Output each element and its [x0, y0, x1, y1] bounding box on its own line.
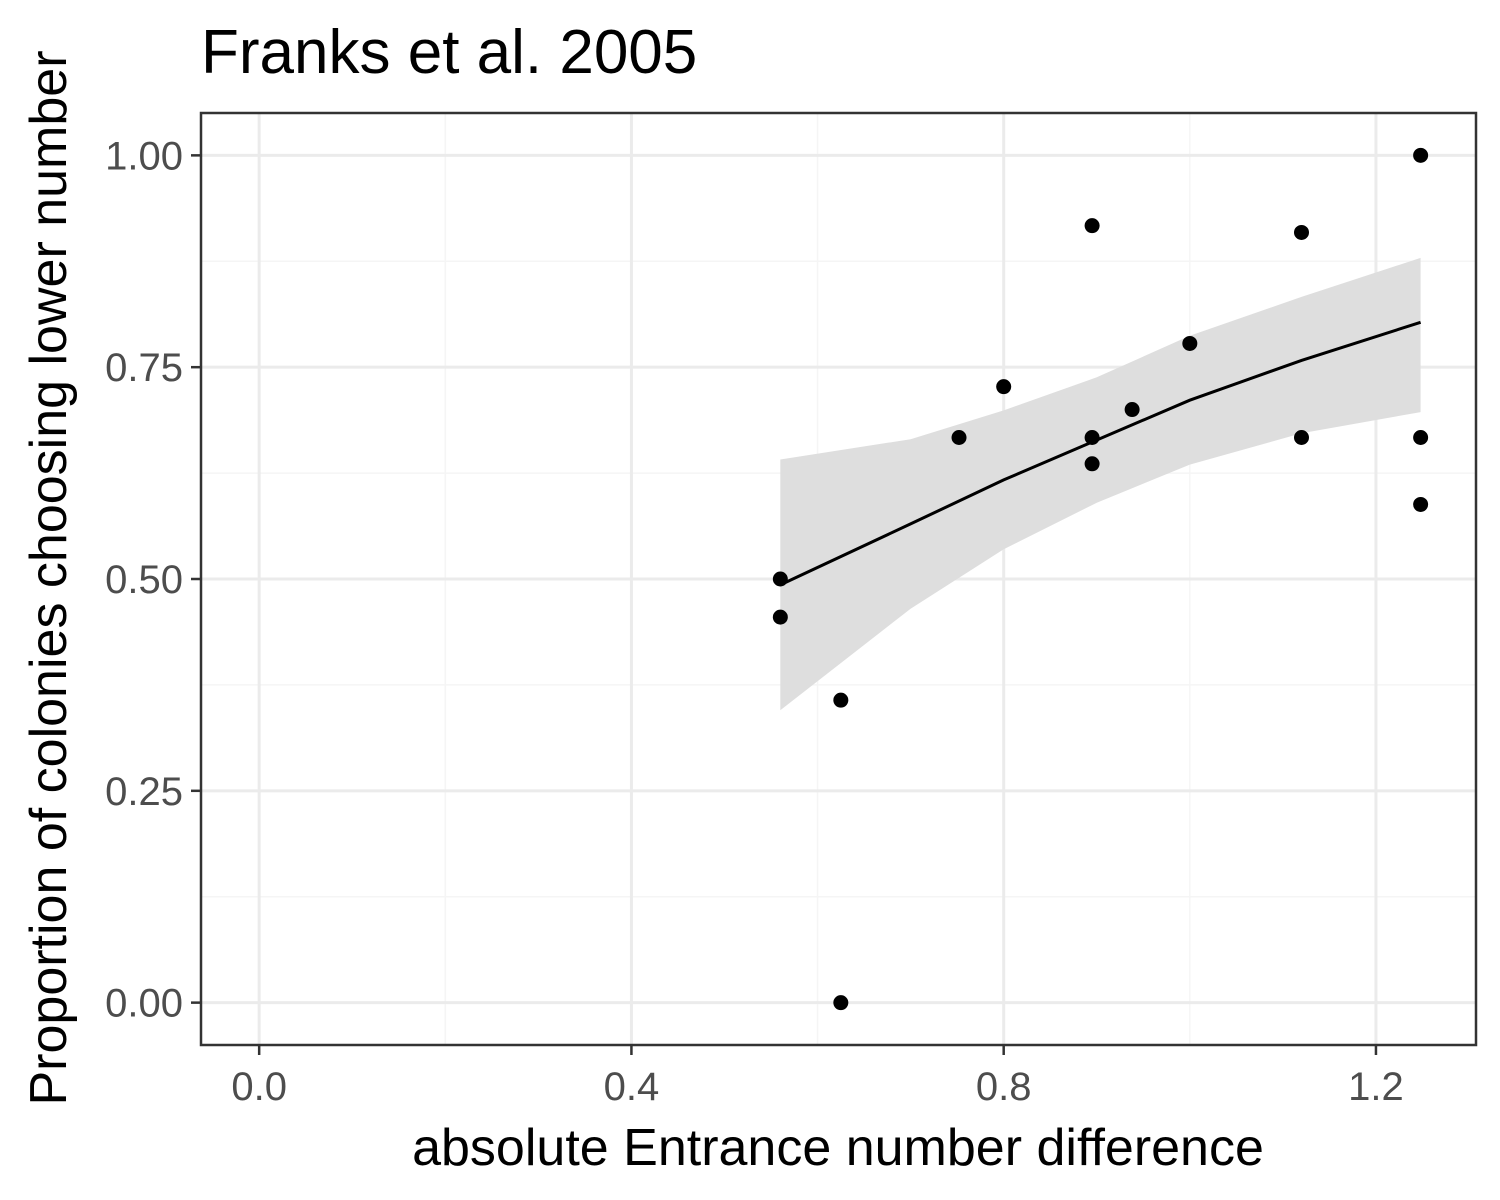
y-axis-ticks: 0.00 0.25 0.50 0.75 1.00 — [105, 134, 201, 1026]
chart-title: Franks et al. 2005 — [201, 18, 697, 87]
y-tick-label: 1.00 — [105, 134, 183, 178]
data-point — [772, 609, 788, 625]
data-point — [833, 692, 849, 708]
data-point — [1413, 430, 1429, 446]
data-point — [1294, 224, 1310, 240]
data-point — [996, 379, 1012, 395]
y-tick-label: 0.50 — [105, 558, 183, 602]
y-tick-label: 0.00 — [105, 982, 183, 1026]
data-point — [951, 430, 967, 446]
data-point — [1084, 456, 1100, 472]
x-tick-label: 1.2 — [1348, 1065, 1404, 1109]
x-axis-title: absolute Entrance number difference — [412, 1119, 1264, 1177]
x-tick-label: 0.4 — [604, 1065, 660, 1109]
data-point — [1182, 335, 1198, 351]
y-axis-title: Proportion of colonies choosing lower nu… — [20, 50, 78, 1105]
x-tick-label: 0.0 — [231, 1065, 287, 1109]
data-point — [1413, 496, 1429, 512]
data-point — [772, 571, 788, 587]
x-tick-label: 0.8 — [976, 1065, 1032, 1109]
data-point — [1124, 402, 1140, 418]
confidence-ribbon — [780, 257, 1421, 711]
x-axis-ticks: 0.0 0.4 0.8 1.2 — [231, 1045, 1404, 1109]
data-point — [1294, 430, 1310, 446]
y-tick-label: 0.25 — [105, 770, 183, 814]
data-point — [1413, 147, 1429, 163]
data-points — [772, 147, 1429, 1011]
data-point — [833, 995, 849, 1011]
data-point — [1084, 218, 1100, 234]
data-point — [1084, 430, 1100, 446]
y-tick-label: 0.75 — [105, 346, 183, 390]
